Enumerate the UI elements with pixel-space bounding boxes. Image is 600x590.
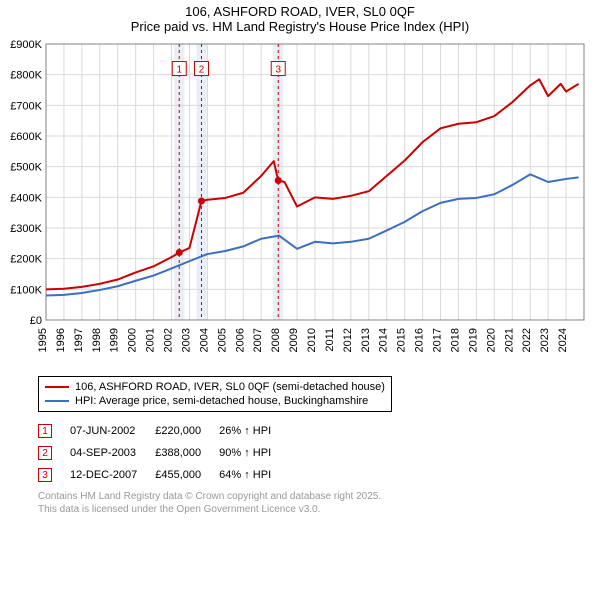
svg-text:2010: 2010 bbox=[306, 328, 318, 352]
svg-text:£200K: £200K bbox=[10, 254, 42, 266]
legend-label: 106, ASHFORD ROAD, IVER, SL0 0QF (semi-d… bbox=[75, 381, 385, 393]
marker-date: 07-JUN-2002 bbox=[70, 420, 155, 442]
title-address: 106, ASHFORD ROAD, IVER, SL0 0QF bbox=[8, 4, 592, 19]
svg-text:2021: 2021 bbox=[503, 328, 515, 352]
marker-delta: 26% ↑ HPI bbox=[219, 420, 289, 442]
svg-text:£900K: £900K bbox=[10, 40, 42, 51]
legend-swatch bbox=[45, 400, 69, 402]
marker-delta: 64% ↑ HPI bbox=[219, 464, 289, 486]
legend-swatch bbox=[45, 386, 69, 388]
svg-text:2009: 2009 bbox=[288, 328, 300, 352]
legend-label: HPI: Average price, semi-detached house,… bbox=[75, 395, 368, 407]
svg-text:2017: 2017 bbox=[432, 328, 444, 352]
legend-item: 106, ASHFORD ROAD, IVER, SL0 0QF (semi-d… bbox=[45, 380, 385, 394]
marker-date: 04-SEP-2003 bbox=[70, 442, 155, 464]
chart-svg: £0 £100K £200K £300K £400K £500K £600K £700K £80… bbox=[8, 40, 588, 370]
svg-text:2020: 2020 bbox=[485, 328, 497, 352]
marker-date: 12-DEC-2007 bbox=[70, 464, 155, 486]
svg-text:£400K: £400K bbox=[10, 192, 42, 204]
svg-text:2013: 2013 bbox=[360, 328, 372, 352]
svg-text:2024: 2024 bbox=[557, 328, 569, 352]
svg-text:£100K: £100K bbox=[10, 284, 42, 296]
table-row: 1 07-JUN-2002 £220,000 26% ↑ HPI bbox=[38, 420, 289, 442]
svg-text:1996: 1996 bbox=[55, 328, 67, 352]
svg-text:2001: 2001 bbox=[145, 328, 157, 352]
svg-text:2011: 2011 bbox=[324, 328, 336, 352]
chart: £0 £100K £200K £300K £400K £500K £600K £700K £80… bbox=[8, 40, 592, 370]
chart-container: 106, ASHFORD ROAD, IVER, SL0 0QF Price p… bbox=[0, 0, 600, 520]
svg-text:3: 3 bbox=[275, 65, 281, 76]
svg-text:2023: 2023 bbox=[539, 328, 551, 352]
svg-text:1999: 1999 bbox=[109, 328, 121, 352]
svg-text:2018: 2018 bbox=[449, 328, 461, 352]
svg-text:2014: 2014 bbox=[378, 328, 390, 352]
title-block: 106, ASHFORD ROAD, IVER, SL0 0QF Price p… bbox=[8, 4, 592, 34]
svg-text:2: 2 bbox=[199, 65, 205, 76]
svg-text:£500K: £500K bbox=[10, 162, 42, 174]
footer: Contains HM Land Registry data © Crown c… bbox=[38, 490, 592, 516]
svg-text:£600K: £600K bbox=[10, 131, 42, 143]
svg-text:2002: 2002 bbox=[163, 328, 175, 352]
svg-text:1997: 1997 bbox=[73, 328, 85, 352]
footer-line: This data is licensed under the Open Gov… bbox=[38, 503, 592, 516]
svg-text:2016: 2016 bbox=[414, 328, 426, 352]
svg-text:1998: 1998 bbox=[91, 328, 103, 352]
svg-text:2006: 2006 bbox=[234, 328, 246, 352]
footer-line: Contains HM Land Registry data © Crown c… bbox=[38, 490, 592, 503]
svg-text:2004: 2004 bbox=[198, 328, 210, 352]
marker-table: 1 07-JUN-2002 £220,000 26% ↑ HPI 2 04-SE… bbox=[38, 420, 289, 486]
marker-badge: 3 bbox=[38, 468, 52, 482]
svg-text:2015: 2015 bbox=[396, 328, 408, 352]
svg-text:£300K: £300K bbox=[10, 223, 42, 235]
marker-price: £220,000 bbox=[155, 420, 219, 442]
svg-text:2007: 2007 bbox=[252, 328, 264, 352]
svg-text:2008: 2008 bbox=[270, 328, 282, 352]
svg-text:2000: 2000 bbox=[127, 328, 139, 352]
legend-item: HPI: Average price, semi-detached house,… bbox=[45, 394, 385, 408]
svg-text:2012: 2012 bbox=[342, 328, 354, 352]
svg-text:1: 1 bbox=[176, 65, 182, 76]
marker-price: £388,000 bbox=[155, 442, 219, 464]
svg-text:£0: £0 bbox=[30, 315, 42, 327]
title-subtitle: Price paid vs. HM Land Registry's House … bbox=[8, 19, 592, 34]
svg-text:2019: 2019 bbox=[467, 328, 479, 352]
table-row: 2 04-SEP-2003 £388,000 90% ↑ HPI bbox=[38, 442, 289, 464]
legend: 106, ASHFORD ROAD, IVER, SL0 0QF (semi-d… bbox=[38, 376, 392, 412]
svg-text:£800K: £800K bbox=[10, 70, 42, 82]
marker-badge: 2 bbox=[38, 446, 52, 460]
svg-text:2003: 2003 bbox=[180, 328, 192, 352]
svg-text:2022: 2022 bbox=[521, 328, 533, 352]
svg-text:£700K: £700K bbox=[10, 100, 42, 112]
marker-delta: 90% ↑ HPI bbox=[219, 442, 289, 464]
svg-text:2005: 2005 bbox=[216, 328, 228, 352]
table-row: 3 12-DEC-2007 £455,000 64% ↑ HPI bbox=[38, 464, 289, 486]
marker-price: £455,000 bbox=[155, 464, 219, 486]
marker-badge: 1 bbox=[38, 424, 52, 438]
svg-text:1995: 1995 bbox=[37, 328, 49, 352]
